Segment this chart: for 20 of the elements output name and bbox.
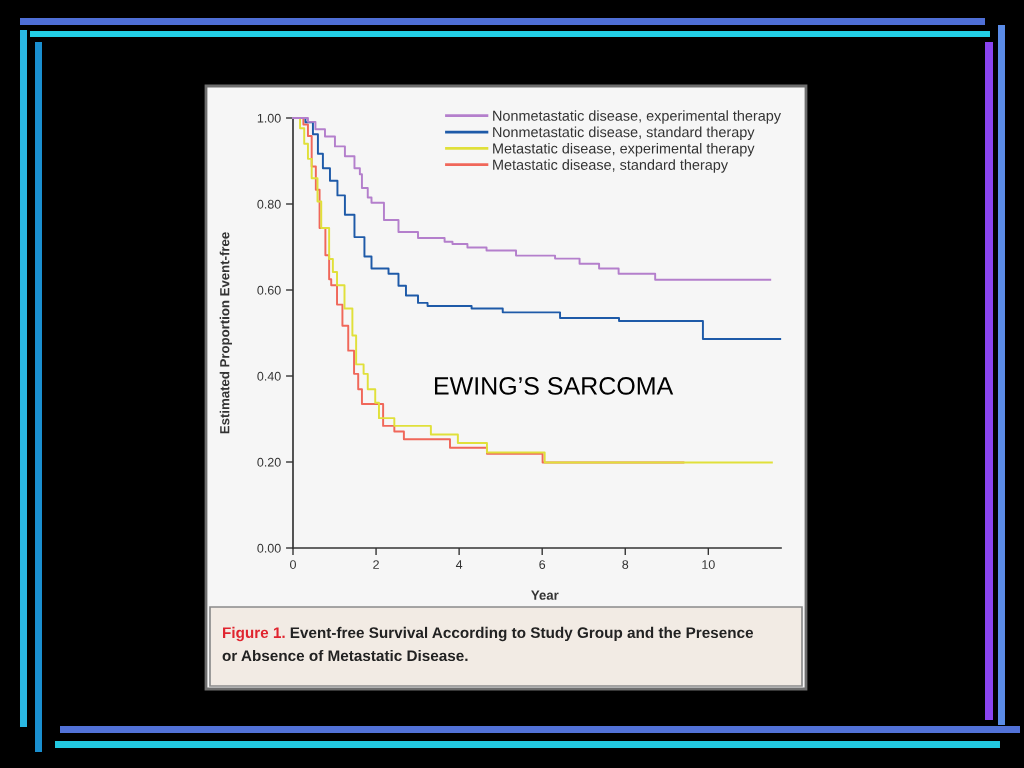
legend-label: Metastatic disease, experimental therapy <box>493 142 755 157</box>
x-tick-label: 0 <box>290 560 296 569</box>
x-axis-title: Year <box>531 590 559 600</box>
y-tick-label: 1.00 <box>257 113 281 123</box>
legend-label: Nonmetastatic disease, experimental therapy <box>493 110 781 124</box>
x-tick-label: 2 <box>373 560 379 569</box>
annotation: EWING’S SARCOMA <box>435 377 674 395</box>
x-tick-label: 4 <box>455 560 463 569</box>
x-tick-label: 10 <box>702 560 715 569</box>
legend-label: Nonmetastatic disease, standard therapy <box>493 126 755 141</box>
x-tick-label: 6 <box>539 560 546 569</box>
legend-label: Metastatic disease, standard therapy <box>493 159 729 173</box>
caption: Figure 1. <box>223 626 285 642</box>
y-tick-label: 0.20 <box>257 457 281 467</box>
y-tick-label: 0.80 <box>257 199 281 209</box>
x-tick-label: 8 <box>622 560 629 569</box>
y-tick-label: 0.40 <box>257 371 281 381</box>
y-tick-label: 0.00 <box>257 543 281 553</box>
y-axis-title: Estimated Proportion Event-free <box>219 232 232 434</box>
y-tick-label: 0.60 <box>257 285 281 295</box>
